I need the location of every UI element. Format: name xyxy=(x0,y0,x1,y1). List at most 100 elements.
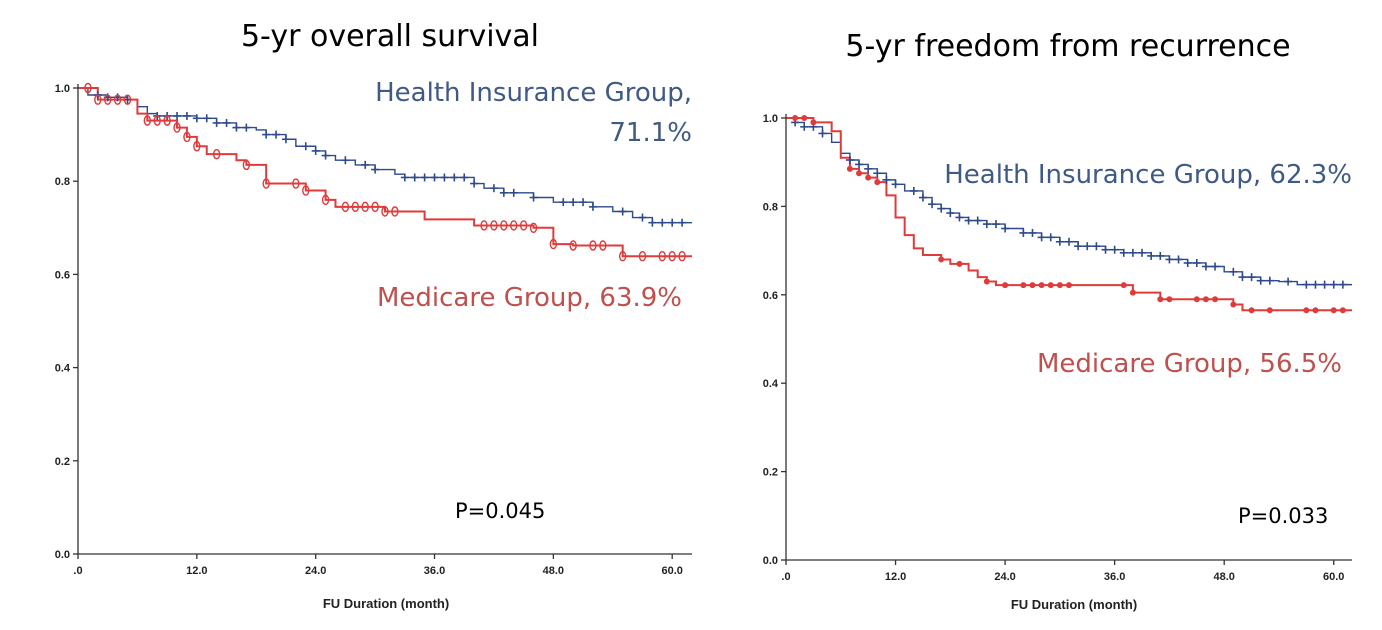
censor-mark-medicare xyxy=(1157,296,1164,303)
censor-mark-medicare xyxy=(856,170,863,177)
censor-mark-health-insurance xyxy=(1265,276,1274,285)
censor-mark-medicare xyxy=(1066,282,1072,289)
censor-mark-health-insurance xyxy=(420,173,429,182)
censor-mark-health-insurance xyxy=(955,213,964,222)
censor-mark-health-insurance xyxy=(182,111,191,120)
censor-mark-health-insurance xyxy=(1201,262,1210,271)
censor-mark-health-insurance xyxy=(1119,248,1128,257)
censor-mark-health-insurance xyxy=(882,175,891,184)
censor-mark-medicare xyxy=(801,115,808,121)
censor-mark-health-insurance xyxy=(946,209,955,218)
censor-mark-health-insurance xyxy=(262,130,271,139)
legend-medicare: Medicare Group, 63.9% xyxy=(377,283,682,313)
p-value: P=0.033 xyxy=(1238,504,1328,528)
censor-mark-health-insurance xyxy=(311,146,320,155)
censor-mark-health-insurance xyxy=(658,218,667,227)
censor-mark-medicare xyxy=(321,194,330,206)
x-axis-label: FU Duration (month) xyxy=(1011,597,1137,612)
x-tick-label: 36.0 xyxy=(424,565,445,577)
censor-mark-medicare xyxy=(212,148,221,160)
censor-mark-health-insurance xyxy=(499,188,508,197)
censor-mark-medicare xyxy=(599,240,607,251)
y-tick-label: 0.4 xyxy=(763,378,779,390)
chart-overall-survival: 5-yr overall survival 0.0 0.2 0.4 0.6 0.8 1.0… xyxy=(55,19,692,611)
y-tick-label: 0.8 xyxy=(55,176,70,188)
censor-mark-health-insurance xyxy=(1037,233,1046,242)
y-tick-label: 0.6 xyxy=(55,269,70,281)
censor-mark-health-insurance xyxy=(1329,280,1338,289)
censor-mark-medicare xyxy=(193,141,201,152)
censor-mark-health-insurance xyxy=(410,173,419,182)
legend-medicare: Medicare Group, 56.5% xyxy=(1037,349,1342,379)
censor-mark-medicare xyxy=(153,115,161,126)
censor-mark-health-insurance xyxy=(873,169,882,178)
censor-mark-health-insurance xyxy=(1128,248,1137,257)
series-line-medicare xyxy=(78,87,692,258)
censor-mark-medicare xyxy=(242,159,251,171)
censor-mark-health-insurance xyxy=(509,188,518,197)
censor-mark-medicare xyxy=(865,174,872,181)
x-axis-label: FU Duration (month) xyxy=(323,596,449,611)
censor-mark-health-insurance xyxy=(450,173,459,182)
legend-health-insurance-line-1: Health Insurance Group, xyxy=(375,78,692,108)
x-tick-label: 12.0 xyxy=(186,565,207,577)
legend-health-insurance: Health Insurance Group, 62.3% xyxy=(944,160,1352,190)
censor-mark-health-insurance xyxy=(1192,258,1201,267)
censor-mark-medicare xyxy=(1212,296,1219,303)
censor-mark-medicare xyxy=(1303,307,1310,314)
censor-mark-health-insurance xyxy=(1174,255,1183,264)
censor-mark-medicare xyxy=(810,119,817,126)
censor-mark-health-insurance xyxy=(1320,280,1329,289)
censor-mark-medicare xyxy=(1248,307,1255,314)
censor-mark-medicare xyxy=(480,220,488,231)
censor-mark-medicare xyxy=(104,94,112,105)
censor-mark-medicare xyxy=(1339,307,1346,314)
censor-mark-medicare xyxy=(1047,282,1054,289)
chart-freedom-from-recurrence: 5-yr freedom from recurrence 0.0 0.2 0.4 0.… xyxy=(763,29,1352,612)
censor-mark-health-insurance xyxy=(1074,242,1083,251)
censor-mark-health-insurance xyxy=(1183,258,1192,267)
censor-mark-medicare xyxy=(589,240,597,251)
censor-mark-medicare xyxy=(143,115,152,126)
censor-mark-health-insurance xyxy=(400,173,409,182)
x-tick-label: .0 xyxy=(73,565,82,577)
censor-mark-health-insurance xyxy=(800,122,809,131)
x-tick-label: .0 xyxy=(781,571,790,583)
censor-mark-medicare xyxy=(1038,282,1045,289)
censor-mark-medicare xyxy=(381,206,389,217)
censor-mark-medicare xyxy=(1312,307,1319,314)
censor-mark-medicare xyxy=(874,179,881,186)
censor-mark-health-insurance xyxy=(1211,262,1220,271)
censor-mark-medicare xyxy=(956,260,963,267)
censor-mark-health-insurance xyxy=(909,186,918,195)
censor-mark-medicare xyxy=(1166,296,1173,303)
censor-mark-medicare xyxy=(183,131,191,143)
y-tick-label: 0.4 xyxy=(55,363,71,375)
censor-mark-medicare xyxy=(1120,282,1127,289)
censor-mark-medicare xyxy=(678,251,686,262)
censor-mark-medicare xyxy=(490,220,498,231)
censor-mark-health-insurance xyxy=(569,198,578,207)
chart-title: 5-yr overall survival xyxy=(241,19,539,54)
x-tick-label: 24.0 xyxy=(994,571,1015,583)
censor-mark-medicare xyxy=(1020,282,1027,289)
censor-mark-health-insurance xyxy=(202,114,211,123)
censor-mark-health-insurance xyxy=(1156,251,1165,260)
censor-mark-health-insurance xyxy=(1065,237,1073,246)
x-tick-label: 60.0 xyxy=(1323,571,1344,583)
censor-mark-health-insurance xyxy=(301,142,310,151)
censor-mark-medicare xyxy=(113,94,122,105)
censor-mark-medicare xyxy=(1002,282,1009,289)
censor-mark-health-insurance xyxy=(648,218,657,227)
censor-mark-medicare xyxy=(302,185,310,196)
series-line-health-insurance xyxy=(786,117,1352,286)
censor-mark-health-insurance xyxy=(559,198,568,207)
censor-mark-medicare xyxy=(1029,282,1036,289)
series-line-health-insurance xyxy=(78,87,692,224)
censor-mark-health-insurance xyxy=(1028,228,1037,237)
censor-mark-health-insurance xyxy=(982,220,991,229)
censor-mark-medicare xyxy=(549,238,558,250)
censor-mark-health-insurance xyxy=(529,193,538,202)
censor-mark-health-insurance xyxy=(845,155,854,164)
x-tick-label: 36.0 xyxy=(1104,571,1125,583)
